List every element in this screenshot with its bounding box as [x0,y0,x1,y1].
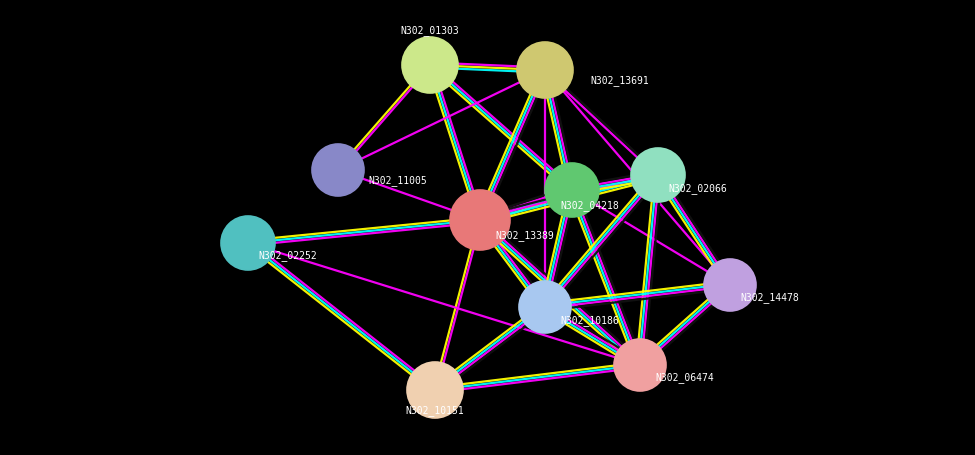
Circle shape [450,191,510,250]
Circle shape [402,38,458,94]
Text: N302_13389: N302_13389 [495,230,554,241]
Circle shape [221,217,275,270]
Text: N302_13691: N302_13691 [590,75,648,86]
Circle shape [545,164,599,217]
Circle shape [407,362,463,418]
Circle shape [614,339,666,391]
Text: N302_04218: N302_04218 [560,200,619,211]
Circle shape [312,145,364,197]
Text: N302_14478: N302_14478 [740,292,799,302]
Circle shape [517,43,573,99]
Circle shape [704,259,756,311]
Text: N302_10151: N302_10151 [406,404,464,415]
Text: N302_01303: N302_01303 [401,25,459,36]
Text: N302_06474: N302_06474 [655,371,714,382]
Text: N302_02252: N302_02252 [258,249,317,260]
Text: N302_02066: N302_02066 [668,183,726,193]
Text: N302_10186: N302_10186 [560,314,619,325]
Circle shape [631,149,685,202]
Circle shape [519,281,571,333]
Text: N302_11005: N302_11005 [368,175,427,186]
